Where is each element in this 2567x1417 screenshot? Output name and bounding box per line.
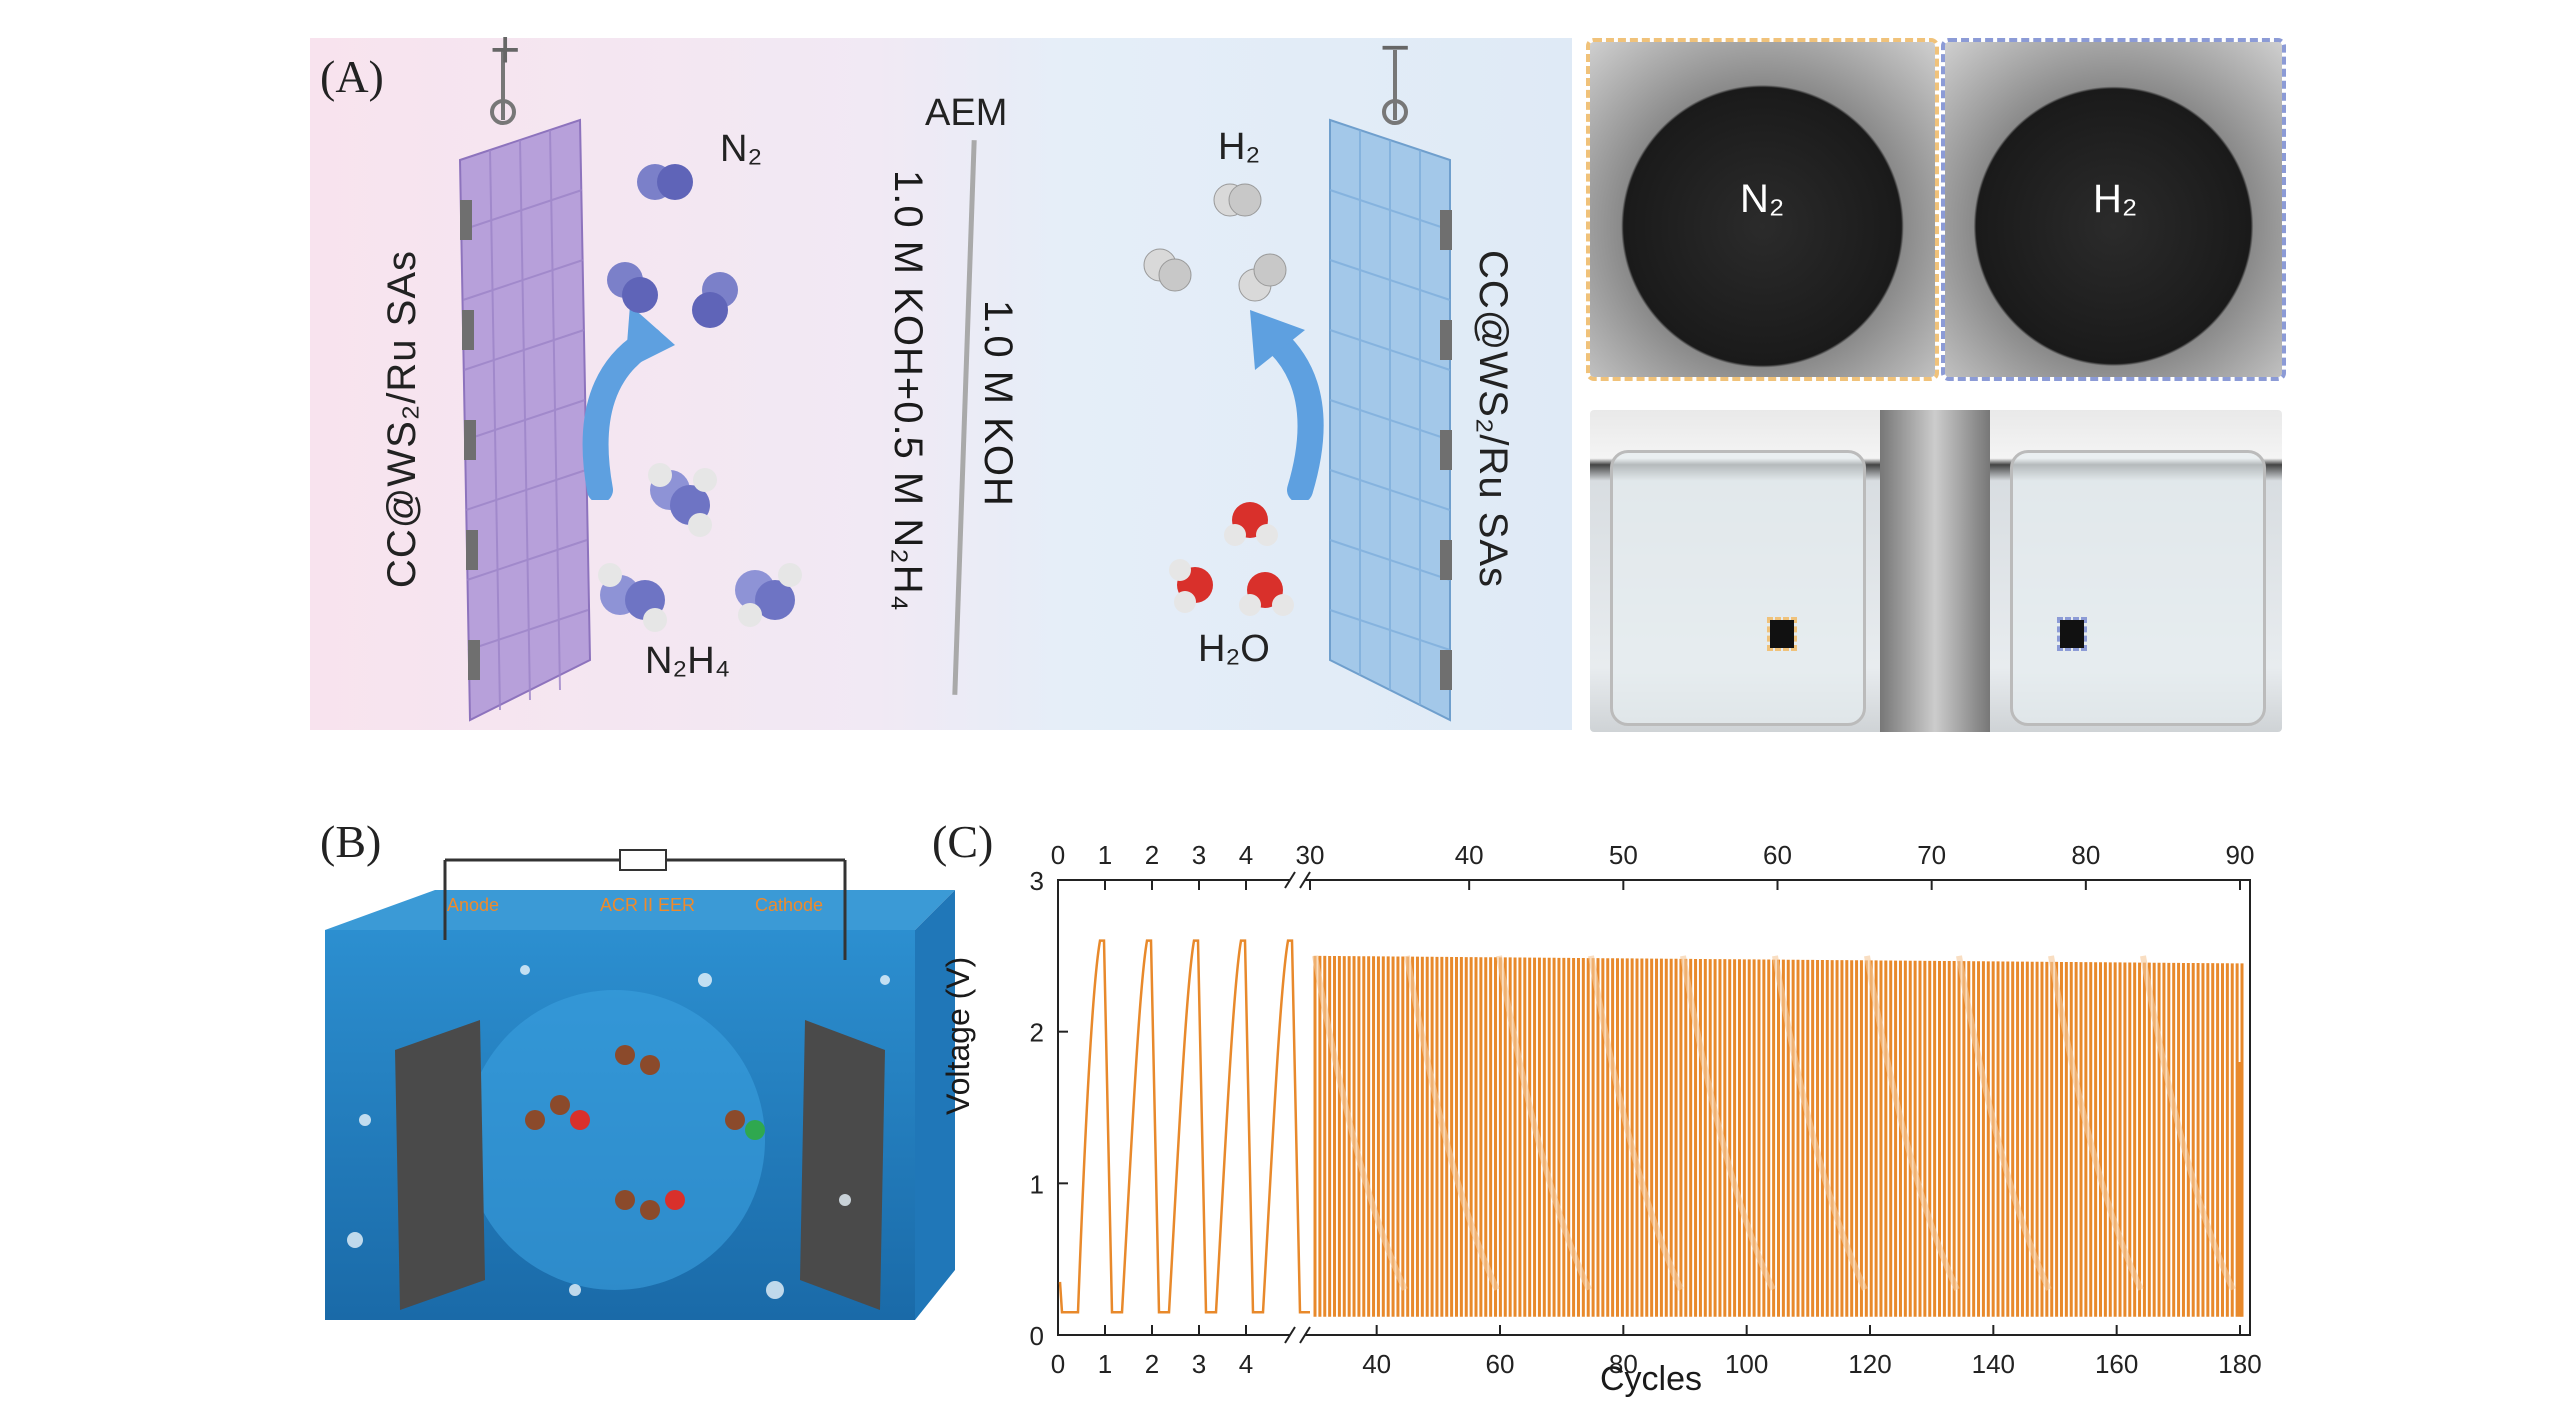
bottom-tick-label: 80	[1609, 1349, 1638, 1379]
bottom-tick-label: 180	[2218, 1349, 2261, 1379]
top-tick-label: 50	[1609, 840, 1638, 870]
h2o-label: H₂O	[1198, 628, 1270, 670]
panel-a-label: (A)	[320, 51, 384, 102]
top-tick-label: 1	[1098, 840, 1112, 870]
electrolyte-right-label: 1.0 M KOH	[976, 300, 1020, 507]
top-tick-label: 40	[1455, 840, 1484, 870]
n2-label: N₂	[720, 128, 763, 170]
discharge-curve	[1956, 955, 2052, 1291]
reaction-arrow-left	[582, 305, 675, 500]
plus-sign: +	[490, 21, 521, 79]
aem-label: AEM	[925, 92, 1008, 134]
discharge-curve	[1772, 955, 1868, 1291]
jar-left	[1610, 450, 1866, 726]
top-tick-label: 2	[1145, 840, 1159, 870]
photo-h2-label: H₂	[2093, 177, 2138, 221]
x-axis-label: Cycles	[1600, 1360, 1703, 1398]
discharge-curve	[1404, 955, 1500, 1291]
bottom-tick-label: 100	[1725, 1349, 1768, 1379]
bottom-tick-label: 0	[1051, 1349, 1065, 1379]
bottom-tick-label: 1	[1098, 1349, 1112, 1379]
top-tick-label: 60	[1763, 840, 1792, 870]
axis-break-top-gap	[1290, 876, 1305, 884]
plot-frame	[1057, 879, 2251, 1336]
axis-break-mark	[1284, 1326, 1296, 1344]
photo-n2-label: N₂	[1740, 177, 1785, 221]
photo-h2-electrode: H₂	[1941, 38, 2286, 381]
axis-break-mark	[1299, 871, 1311, 889]
discharge-curve	[1588, 955, 1684, 1291]
bottom-tick-label: 3	[1192, 1349, 1206, 1379]
discharge-curve	[2140, 955, 2236, 1291]
n2-molecules	[607, 164, 738, 328]
y-tick-label: 0	[1030, 1321, 1044, 1351]
top-tick-label: 30	[1296, 840, 1325, 870]
top-tick-label: 4	[1239, 840, 1253, 870]
h2o-molecules	[1169, 502, 1294, 616]
electrode-sample-left	[1767, 617, 1797, 651]
h2-label: H₂	[1218, 126, 1261, 168]
discharge-curve	[1496, 955, 1592, 1291]
reaction-arrow-right	[1250, 310, 1324, 500]
discharge-curve	[1864, 955, 1960, 1291]
panel-b-label: (B)	[320, 816, 382, 867]
top-tick-label: 90	[2226, 840, 2255, 870]
axis-break-mark	[1299, 1326, 1311, 1344]
y-axis-label: Voltage (V)	[940, 956, 976, 1115]
discharge-curve	[2048, 955, 2144, 1291]
cathode-label: Cathode	[755, 895, 824, 915]
anode-electrode	[458, 50, 592, 722]
panel-c-label: (C)	[932, 816, 994, 867]
photo-n2-electrode: N₂	[1586, 38, 1939, 381]
discharge-curve	[1312, 955, 1408, 1291]
top-tick-label: 0	[1051, 840, 1065, 870]
bottom-tick-label: 60	[1486, 1349, 1515, 1379]
anode-label: Anode	[447, 895, 500, 915]
discharge-curve	[1680, 955, 1776, 1291]
panel-b-schematic	[325, 849, 955, 1320]
jar-right	[2010, 450, 2266, 726]
h2-molecules	[1143, 183, 1287, 302]
voltage-series-early	[1058, 939, 1310, 1314]
y-tick-label: 3	[1030, 866, 1044, 896]
top-tick-label: 80	[2071, 840, 2100, 870]
bottom-tick-label: 140	[1972, 1349, 2015, 1379]
y-tick-label: 2	[1030, 1018, 1044, 1048]
electrolyte-left-label: 1.0 M KOH+0.5 M N₂H₄	[886, 170, 930, 612]
voltage-series-late	[1313, 955, 2244, 1317]
photo-electrolyzer-cell	[1590, 410, 2282, 732]
top-tick-label: 70	[1917, 840, 1946, 870]
y-tick-label: 1	[1030, 1169, 1044, 1199]
clamp	[1880, 410, 1990, 732]
axis-break-bottom-gap	[1290, 1331, 1305, 1339]
bottom-tick-label: 40	[1362, 1349, 1391, 1379]
bottom-tick-label: 120	[1848, 1349, 1891, 1379]
cathode-electrode	[1329, 50, 1452, 722]
bottom-tick-label: 160	[2095, 1349, 2138, 1379]
anode-electrode-label: CC@WS₂/Ru SAs	[380, 250, 424, 589]
bottom-tick-label: 2	[1145, 1349, 1159, 1379]
n2h4-label: N₂H₄	[645, 640, 731, 682]
top-tick-label: 3	[1192, 840, 1206, 870]
n2h4-molecules	[598, 463, 802, 632]
electrode-sample-right	[2057, 617, 2087, 651]
minus-sign: −	[1380, 19, 1411, 77]
bottom-tick-label: 4	[1239, 1349, 1253, 1379]
axis-break-mark	[1284, 871, 1296, 889]
reaction-label: ACR II EER	[600, 895, 696, 915]
cathode-electrode-label: CC@WS₂/Ru SAs	[1471, 250, 1515, 589]
